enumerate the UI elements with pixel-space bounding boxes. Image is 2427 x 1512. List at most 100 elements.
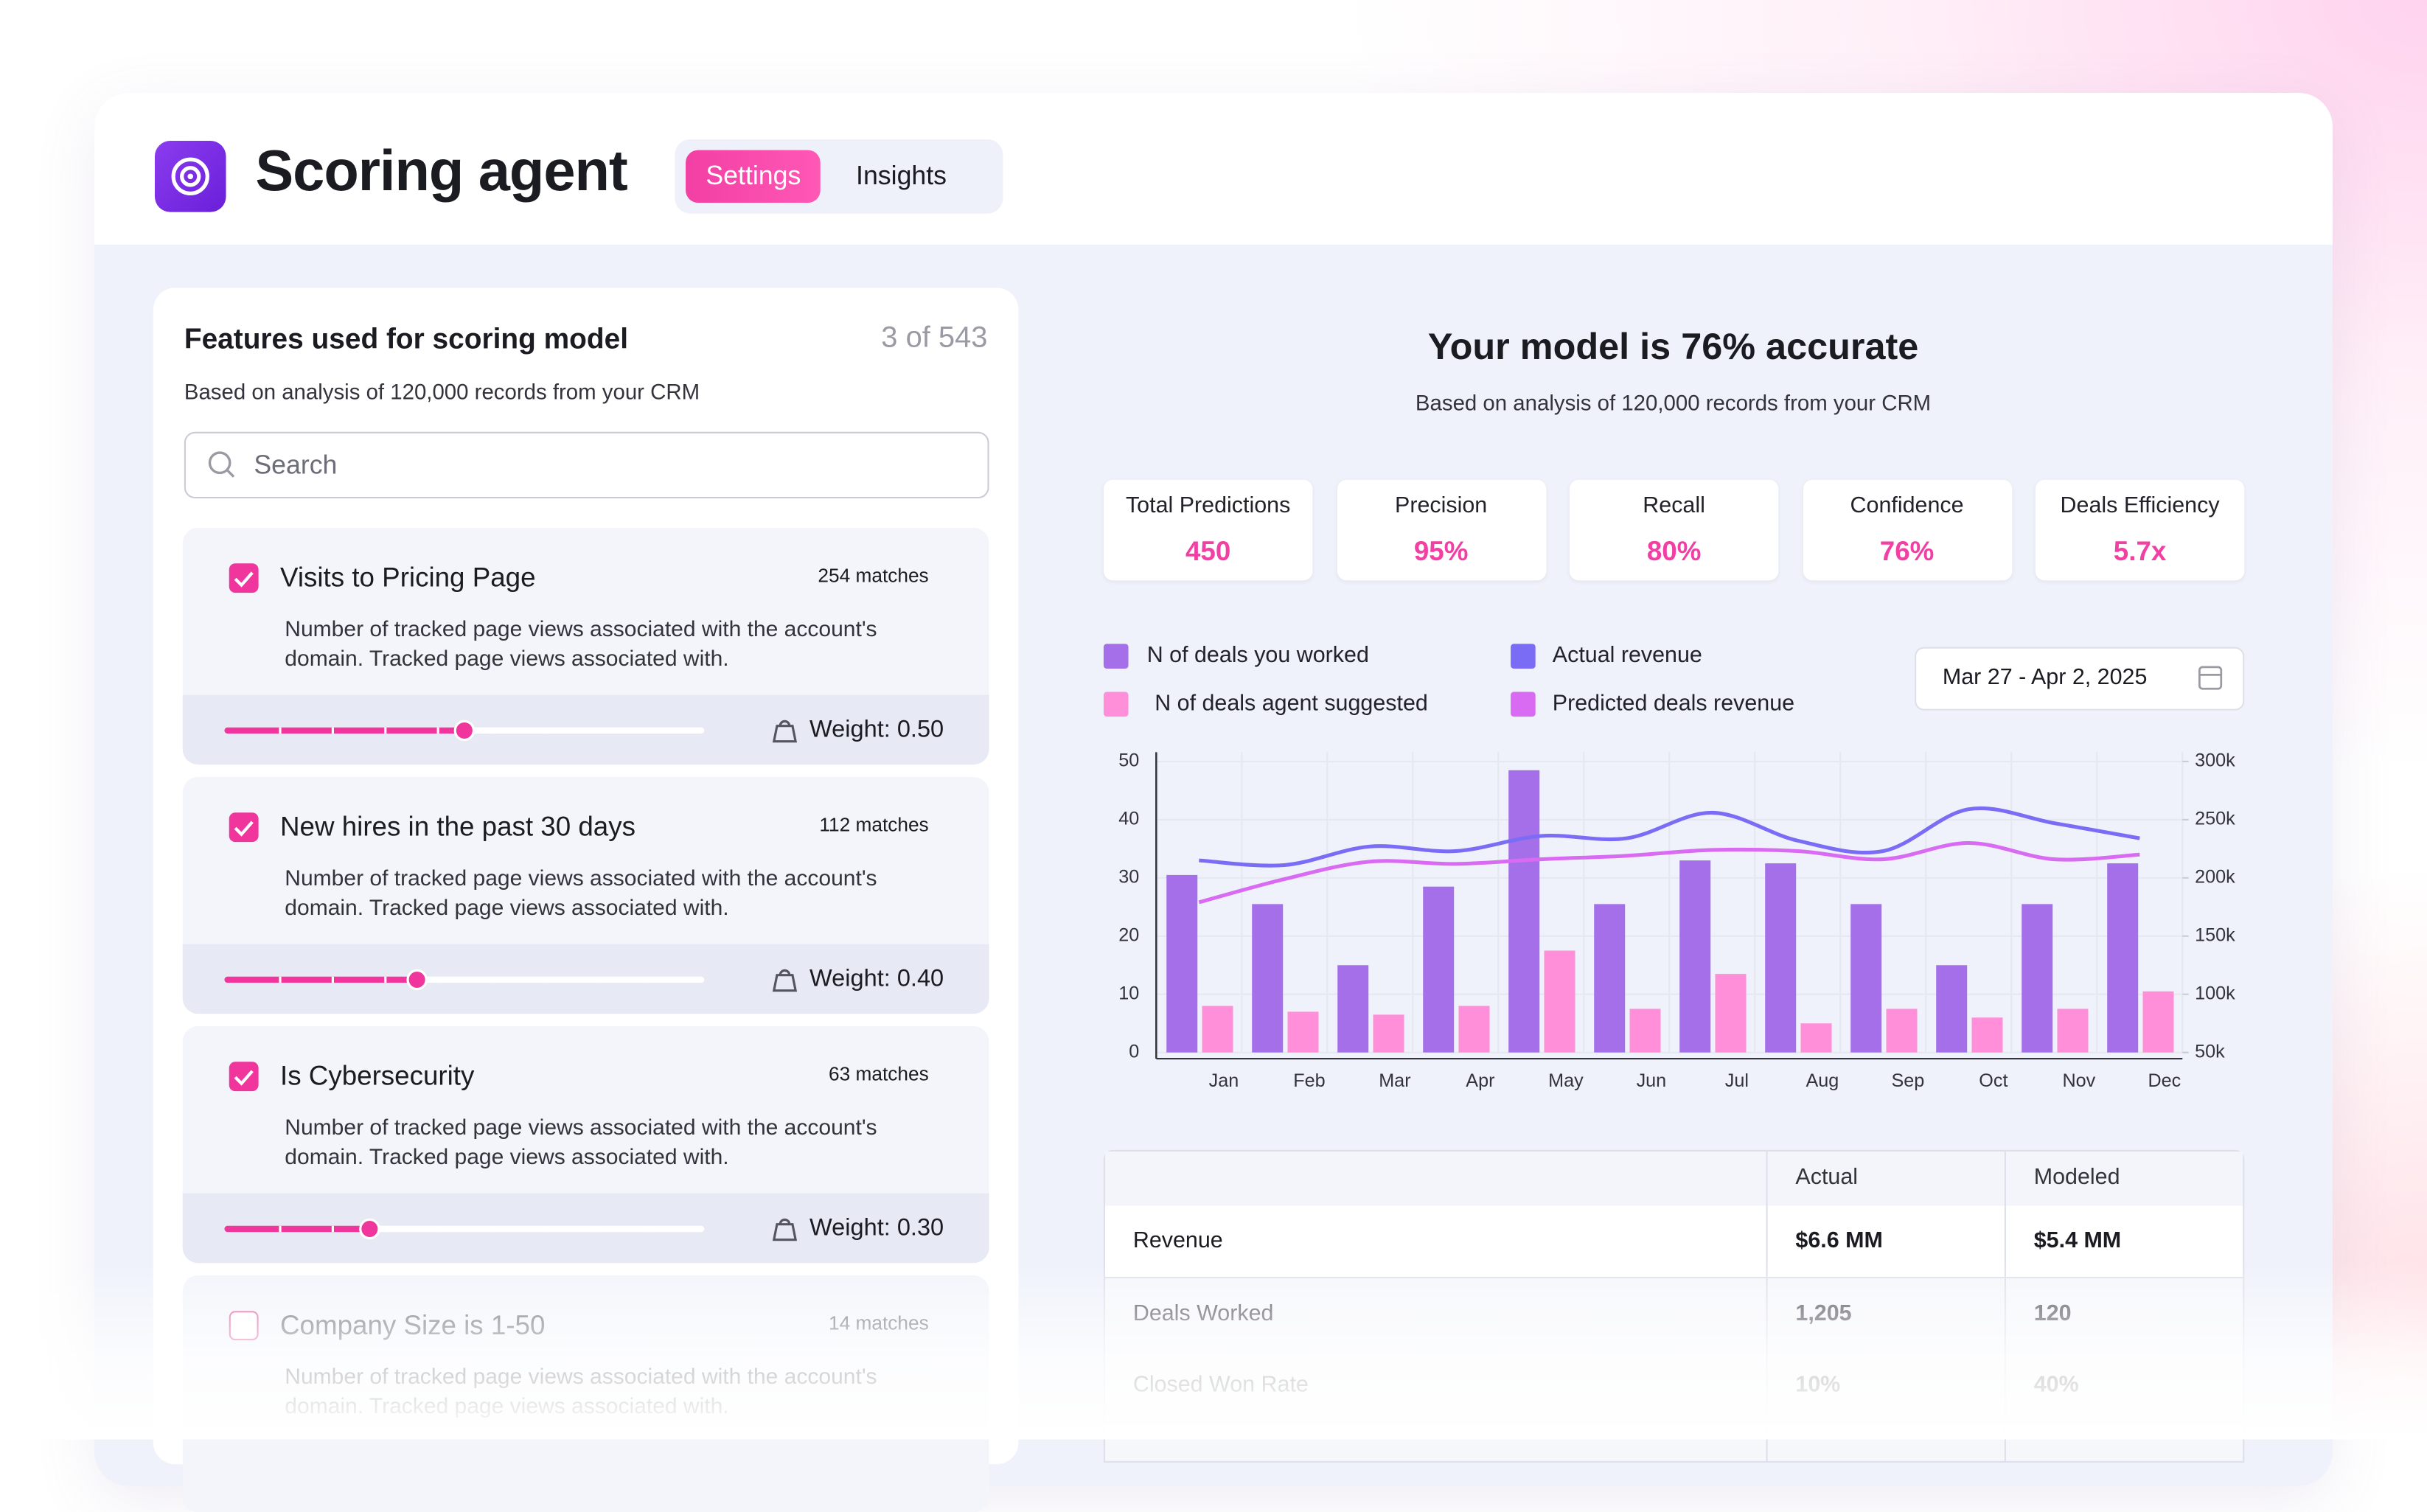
chart: N of deals you worked N of deals agent su…: [171, 157, 2236, 1241]
legend-swatch: [1511, 691, 1536, 717]
bar: [1971, 1017, 2003, 1053]
check-mark: [234, 571, 254, 588]
feature-matches: 63 matches: [829, 1063, 929, 1085]
bar: [1765, 863, 1797, 1053]
y2-tick-label: 250k: [2195, 809, 2235, 829]
y-tick-label: 0: [1129, 1041, 1139, 1062]
feature-count: 3 of 543: [881, 321, 988, 355]
stat-card: [1336, 479, 1546, 581]
search-icon: [208, 451, 231, 475]
bar: [1202, 1006, 1233, 1053]
line: [1199, 806, 2140, 868]
bar: [2142, 991, 2174, 1053]
x-tick-label: Jul: [1725, 1070, 1749, 1091]
table-column-header: Actual: [1795, 1165, 1859, 1191]
x-tick-label: Sep: [1891, 1070, 1924, 1091]
check-mark: [234, 1070, 254, 1086]
y2-tick-label: 300k: [2195, 750, 2235, 771]
bar: [2057, 1008, 2089, 1053]
stat-card: [2035, 479, 2245, 581]
bar: [1886, 1008, 1918, 1053]
checkbox[interactable]: [229, 1062, 259, 1092]
bar: [1252, 904, 1284, 1053]
y-tick-label: 10: [1118, 983, 1139, 1003]
panel-title: Features used for scoring model: [184, 321, 629, 355]
feature-matches: 112 matches: [819, 814, 929, 836]
weight-label: Weight: 0.50: [809, 717, 944, 743]
bar: [1373, 1014, 1404, 1053]
logo-dot: [187, 173, 194, 180]
calendar-icon: [2198, 666, 2223, 690]
stat-label: Deals Efficiency: [2060, 493, 2220, 519]
stat-label: Confidence: [1850, 493, 1964, 519]
bar: [1850, 904, 1882, 1053]
checkbox[interactable]: [229, 563, 259, 593]
weight-label: Weight: 0.40: [809, 966, 944, 992]
stat-value: 5.7x: [2113, 535, 2167, 567]
weight-icon: [772, 1218, 798, 1241]
table-column-header: Modeled: [2033, 1165, 2120, 1191]
stat-label: Recall: [1643, 493, 1705, 519]
x-tick-label: Jan: [1209, 1070, 1239, 1091]
panel-subtitle: Based on analysis of 120,000 records fro…: [184, 379, 700, 404]
stat-value: 95%: [1413, 535, 1469, 567]
page-title: Scoring agent: [255, 139, 627, 203]
date-picker[interactable]: [1915, 647, 2245, 711]
stat-value: 80%: [1646, 535, 1702, 567]
weight-icon: [772, 720, 798, 743]
x-tick-label: Dec: [2148, 1070, 2181, 1091]
stat-value: 76%: [1879, 535, 1935, 567]
legend-label: Predicted deals revenue: [1553, 690, 1794, 715]
check-mark: [234, 821, 254, 837]
date-range: Mar 27 - Apr 2, 2025: [1942, 665, 2148, 691]
legend-label: N of deals agent suggested: [1155, 690, 1428, 715]
y2-tick-label: 200k: [2195, 866, 2235, 887]
table-cell: Revenue: [1132, 1229, 1223, 1254]
x-tick-label: Aug: [1806, 1070, 1839, 1091]
tab[interactable]: Settings: [686, 150, 821, 203]
bar: [1936, 965, 1968, 1053]
search-placeholder: Search: [254, 450, 338, 480]
feature-description: Number of tracked page views associated …: [285, 866, 877, 922]
bar: [1544, 950, 1575, 1053]
y2-tick-label: 150k: [2195, 924, 2235, 945]
legend-swatch: [1103, 644, 1129, 669]
y-tick-label: 50: [1118, 750, 1139, 771]
y-tick-label: 20: [1118, 924, 1139, 945]
bar: [1594, 904, 1626, 1053]
slider-knob[interactable]: [453, 720, 476, 742]
stat-label: Precision: [1395, 493, 1488, 519]
feature-description: Number of tracked page views associated …: [285, 617, 877, 672]
feature-description: Number of tracked page views associated …: [285, 1115, 877, 1171]
model-subtitle: Based on analysis of 120,000 records fro…: [1415, 390, 1932, 415]
model-title: Your model is 76% accurate: [1427, 326, 1919, 369]
legend-swatch: [1103, 691, 1129, 717]
legend-label: Actual revenue: [1553, 642, 1702, 667]
stat-card: [1802, 479, 2012, 581]
search-box[interactable]: [184, 431, 989, 499]
tab[interactable]: Insights: [856, 161, 947, 191]
bar: [1508, 770, 1540, 1053]
table-header: [1105, 1152, 2243, 1208]
stat-label: Total Predictions: [1125, 493, 1291, 519]
search-icon: [226, 470, 235, 478]
x-tick-label: Oct: [1979, 1070, 2008, 1091]
line: [1198, 840, 2140, 905]
bar: [1629, 1008, 1661, 1053]
slider-knob[interactable]: [406, 969, 428, 991]
weight-icon: [772, 969, 798, 992]
bar: [1166, 874, 1198, 1053]
checkbox[interactable]: [229, 812, 259, 843]
table-cell: $6.6 MM: [1795, 1229, 1883, 1254]
y2-tick-label: 100k: [2195, 983, 2235, 1003]
bar: [1423, 886, 1455, 1053]
header: [94, 92, 2333, 245]
feature-matches: 254 matches: [818, 565, 929, 587]
feature-name: Is Cybersecurity: [280, 1060, 475, 1092]
logo-ring: [180, 166, 201, 187]
x-tick-label: Jun: [1637, 1070, 1667, 1091]
logo-ring: [171, 157, 209, 196]
feature-name: New hires in the past 30 days: [280, 811, 636, 843]
slider-knob[interactable]: [359, 1218, 380, 1240]
